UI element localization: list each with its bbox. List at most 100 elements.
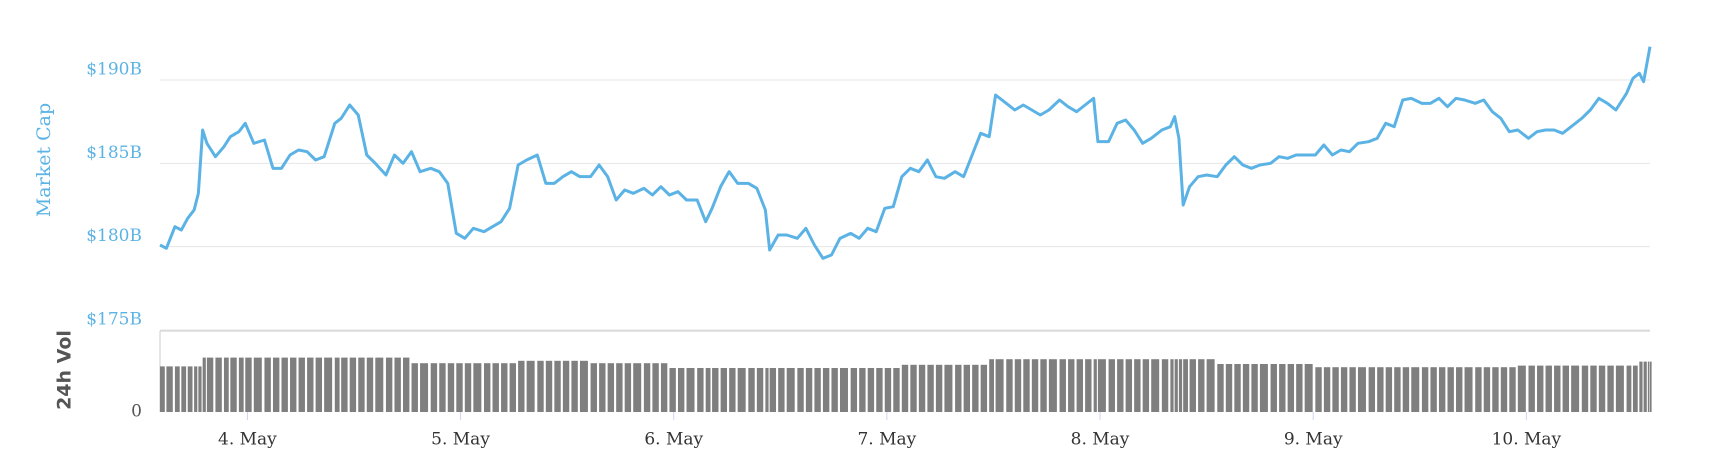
- volume-bar: [230, 357, 237, 412]
- volume-bar: [697, 368, 704, 412]
- volume-bar: [867, 368, 875, 412]
- volume-bar: [686, 368, 695, 412]
- volume-bar: [307, 357, 314, 412]
- volume-bar: [198, 366, 202, 412]
- volume-bar: [166, 366, 173, 412]
- volume-bar: [1421, 367, 1429, 412]
- volume-bar: [484, 363, 491, 412]
- volume-bar: [492, 363, 499, 412]
- y-axis-label: Market Cap: [33, 103, 55, 217]
- volume-bar: [839, 368, 848, 412]
- volume-bar: [1377, 367, 1384, 412]
- volume-bar: [652, 363, 659, 412]
- x-tick-label: 6. May: [644, 430, 703, 450]
- volume-bar: [876, 368, 883, 412]
- volume-bar: [264, 357, 271, 412]
- volume-bar: [1068, 359, 1075, 412]
- volume-bar: [669, 368, 676, 412]
- volume-bar: [1554, 365, 1561, 412]
- volume-bar: [1464, 367, 1473, 412]
- volume-bar: [341, 357, 348, 412]
- volume-bar: [1581, 365, 1589, 412]
- volume-bar: [1571, 365, 1580, 412]
- y-tick-label: $180B: [86, 226, 142, 246]
- volume-bar: [187, 366, 193, 412]
- volume-bar: [447, 363, 455, 412]
- volume-bar: [1411, 367, 1420, 412]
- volume-bar: [545, 360, 553, 412]
- volume-bar: [253, 357, 262, 412]
- volume-bar: [901, 364, 909, 412]
- market-cap-line: [159, 46, 1652, 260]
- volume-bar: [315, 357, 323, 412]
- volume-bar: [298, 357, 305, 412]
- volume-bar: [579, 360, 588, 412]
- volume-bar: [411, 363, 418, 412]
- volume-bar: [1402, 367, 1410, 412]
- volume-bar: [955, 364, 962, 412]
- volume-bar: [616, 363, 623, 412]
- volume-bar: [1059, 359, 1066, 412]
- volume-bar: [1225, 364, 1233, 412]
- volume-bar: [245, 357, 252, 412]
- volume-bar: [1545, 365, 1552, 412]
- x-tick-label: 10. May: [1492, 430, 1562, 450]
- volume-bar: [1590, 365, 1597, 412]
- volume-bar: [1242, 364, 1250, 412]
- volume-bar: [571, 360, 578, 412]
- volume-bar: [1528, 365, 1535, 412]
- volume-bar: [748, 368, 755, 412]
- volume-bar: [174, 366, 180, 412]
- x-tick-label: 7. May: [857, 430, 916, 450]
- volume-bar: [1174, 359, 1178, 412]
- volume-bar: [1134, 359, 1141, 412]
- volume-bar: [677, 368, 685, 412]
- volume-bar: [366, 357, 374, 412]
- volume-bar: [238, 357, 244, 412]
- volume-bar: [358, 357, 365, 412]
- volume-bar: [181, 366, 187, 412]
- volume-bar: [995, 359, 1004, 412]
- volume-bar: [1183, 359, 1188, 412]
- volume-bar: [1031, 359, 1039, 412]
- volume-bar: [927, 364, 934, 412]
- volume-bar: [160, 366, 165, 412]
- volume-bar: [831, 368, 838, 412]
- volume-bar: [822, 368, 830, 412]
- volume-bar: [660, 363, 668, 412]
- volume-bar: [562, 360, 570, 412]
- volume-bar: [430, 363, 438, 412]
- volume-bar: [394, 357, 401, 412]
- volume-bar: [643, 363, 651, 412]
- volume-bar: [893, 368, 900, 412]
- volume-bar: [375, 357, 384, 412]
- y-tick-label: 0: [131, 402, 142, 422]
- volume-bar: [1234, 364, 1241, 412]
- volume-bar: [1438, 367, 1446, 412]
- volume-bar: [624, 363, 632, 412]
- volume-bar: [1108, 359, 1115, 412]
- volume-bar: [1332, 367, 1339, 412]
- volume-bar: [464, 363, 472, 412]
- volume-bar: [859, 368, 866, 412]
- volume-bar: [1251, 364, 1258, 412]
- volume-bar: [1097, 359, 1106, 412]
- x-tick-label: 8. May: [1071, 430, 1130, 450]
- volume-bar: [1304, 364, 1313, 412]
- volume-bar: [1206, 359, 1215, 412]
- volume-bar: [1076, 359, 1083, 412]
- volume-bar: [456, 363, 463, 412]
- volume-bar: [1598, 365, 1606, 412]
- volume-bar: [202, 357, 206, 412]
- volume-bar: [769, 368, 777, 412]
- volume-bar: [705, 368, 711, 412]
- volume-bar: [1142, 359, 1150, 412]
- x-tick-label: 4. May: [218, 430, 277, 450]
- volume-bar: [805, 368, 813, 412]
- volume-bar: [215, 357, 222, 412]
- volume-bar: [1006, 359, 1013, 412]
- volume-bar: [509, 363, 516, 412]
- volume-bar: [385, 357, 393, 412]
- volume-bar: [756, 368, 764, 412]
- volume-bar: [989, 359, 994, 412]
